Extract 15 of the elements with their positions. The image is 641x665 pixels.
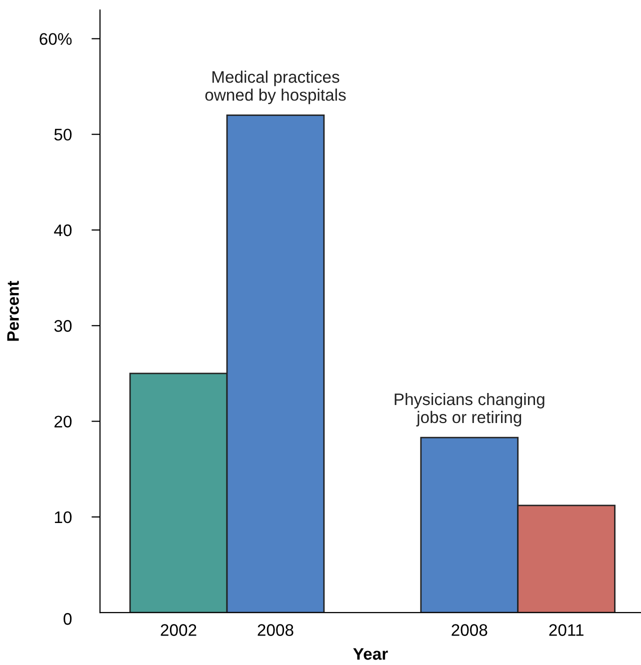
y-tick-label: 0	[64, 613, 72, 625]
x-tick-label: 2011	[549, 624, 584, 636]
x-axis-title: Year	[353, 648, 388, 660]
y-tick-label: 30	[54, 320, 72, 332]
y-tick-label: 60%	[40, 33, 72, 45]
y-axis-title: Percent	[7, 280, 19, 341]
x-tick-label: 2008	[258, 624, 294, 636]
y-tick-label: 40	[54, 224, 72, 236]
y-tick-label: 10	[54, 511, 72, 524]
annotation: Medical practices owned by hospitals	[205, 70, 346, 104]
x-tick-label: 2008	[452, 624, 488, 636]
y-tick-label: 20	[54, 416, 72, 428]
x-tick-label: 2002	[160, 624, 196, 636]
y-tick-label: 50	[54, 128, 72, 141]
annotation: Physicians changing jobs or retiring	[394, 392, 544, 426]
